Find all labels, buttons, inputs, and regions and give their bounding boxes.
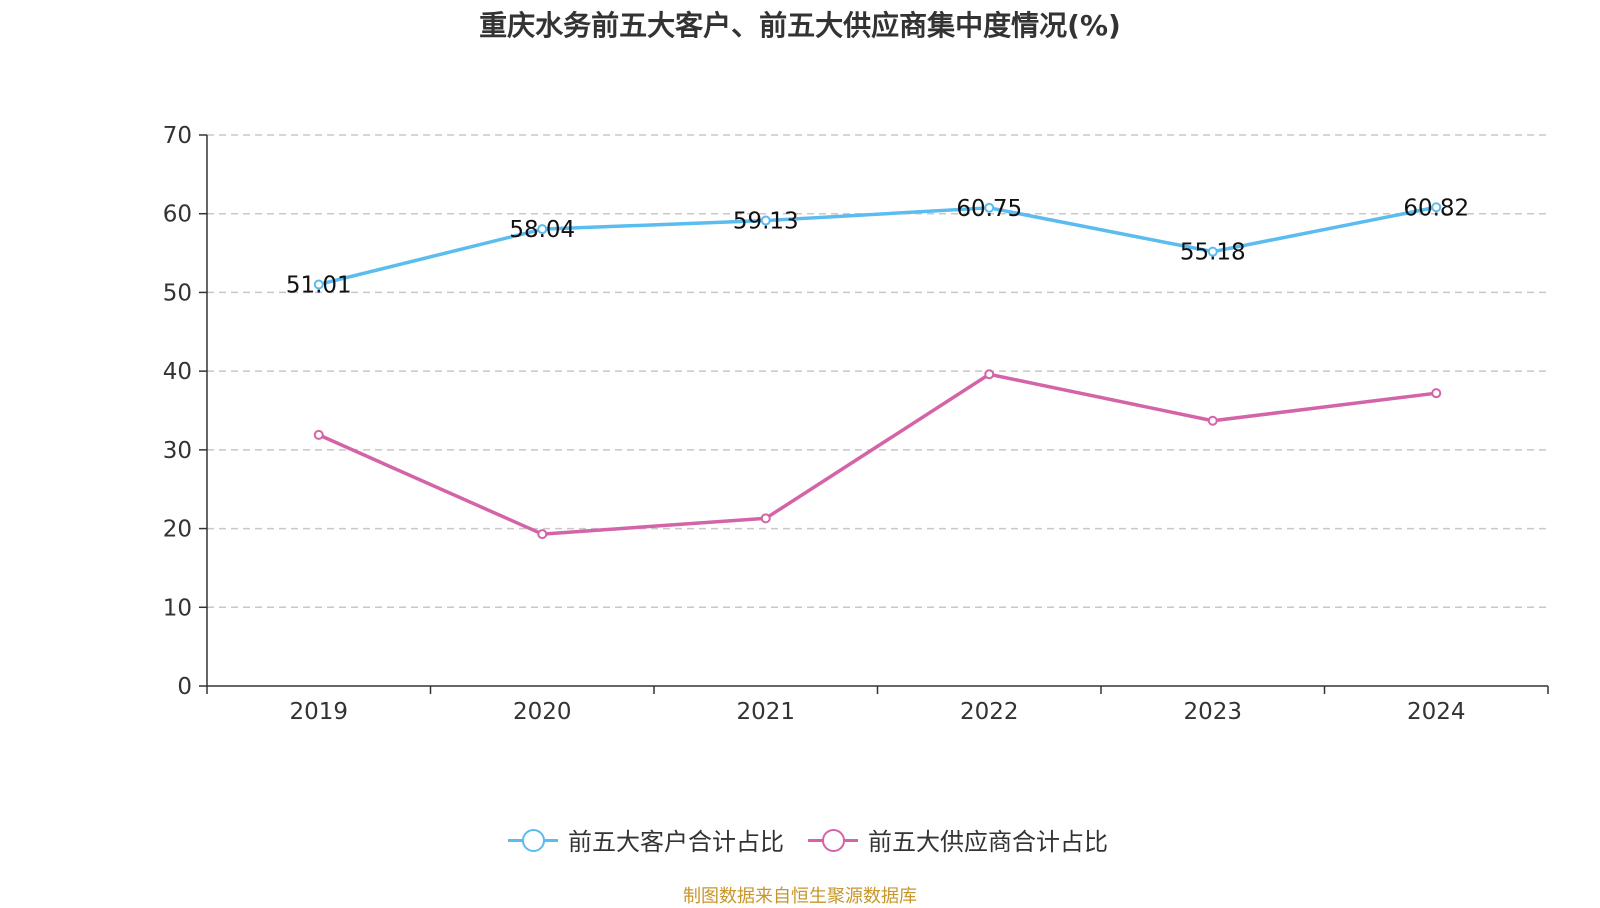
data-point [313,429,324,440]
y-tick-label: 40 [163,359,192,385]
data-point [1207,246,1218,257]
x-tick-label: 2023 [1183,699,1242,725]
x-tick-label: 2024 [1407,699,1466,725]
y-tick-label: 0 [177,674,192,700]
legend-item-suppliers[interactable]: 前五大供应商合计占比 [808,822,1108,857]
y-tick-label: 10 [163,595,192,621]
legend-label-suppliers: 前五大供应商合计占比 [868,828,1108,856]
chart-title: 重庆水务前五大客户、前五大供应商集中度情况(%) [479,9,1121,42]
data-label: 59.13 [733,209,799,235]
data-point [1207,415,1218,426]
x-tick-label: 2022 [960,699,1019,725]
data-point [537,224,548,235]
data-point [313,279,324,290]
legend-label-customers: 前五大客户合计占比 [568,828,784,856]
data-label: 60.82 [1403,195,1469,221]
y-tick-label: 70 [163,123,192,149]
x-tick-label: 2019 [289,699,348,725]
series-line-0 [318,205,1437,287]
data-point [760,513,771,524]
legend-marker-customers-icon [508,828,558,852]
source-note: 制图数据来自恒生聚源数据库 [683,886,917,907]
x-tick-label: 2020 [513,699,572,725]
data-point [1431,202,1442,213]
legend-marker-suppliers-icon [808,828,858,852]
data-point [537,529,548,540]
data-point [984,369,995,380]
data-point [1431,388,1442,399]
data-point [760,215,771,226]
y-tick-label: 20 [163,517,192,543]
data-label: 60.75 [956,196,1022,222]
data-label: 58.04 [509,217,575,243]
y-tick-label: 30 [163,438,192,464]
data-label: 55.18 [1180,240,1246,266]
data-point [984,202,995,213]
y-tick-label: 60 [163,202,192,228]
legend-item-customers[interactable]: 前五大客户合计占比 [508,822,784,857]
series-line-1 [318,372,1437,536]
data-label: 51.01 [286,272,352,298]
y-tick-label: 50 [163,280,192,306]
x-tick-label: 2021 [736,699,795,725]
